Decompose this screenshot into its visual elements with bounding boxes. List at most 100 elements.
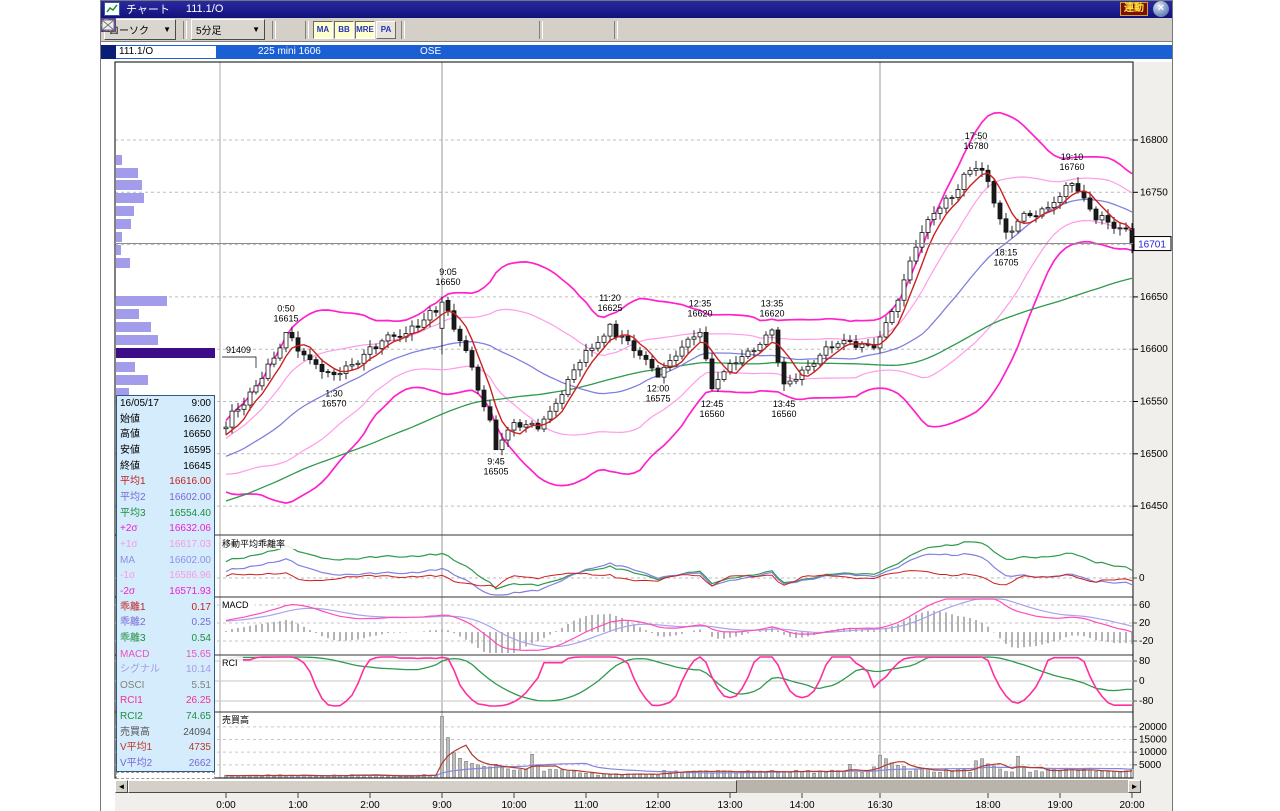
annotation-price: 16570 xyxy=(321,399,346,409)
toolbar-separator xyxy=(614,20,618,39)
time-axis-label: 12:00 xyxy=(645,800,670,811)
info-row: 安値 16595 xyxy=(117,443,214,459)
candle-yen-icon[interactable]: ¥ xyxy=(101,18,471,39)
annotation-time: 1:30 xyxy=(325,389,343,399)
info-row-value: 16632.06 xyxy=(169,523,211,535)
price-axis-label: 16650 xyxy=(1140,292,1168,303)
chart-backgrounds xyxy=(115,62,1172,811)
chart-type-dropdown[interactable]: ローソク ▼ xyxy=(104,19,176,40)
info-row-value: 4735 xyxy=(188,742,211,754)
info-row: -1σ 16586.96 xyxy=(117,568,214,584)
macd-panel-label: MACD xyxy=(222,600,249,610)
info-row-label: 乖離2 xyxy=(120,617,146,629)
info-row: 終値 16645 xyxy=(117,459,214,475)
info-row-value: 16645 xyxy=(183,460,211,472)
annotation-time: 11:20 xyxy=(599,293,621,303)
ma-indicator-button[interactable]: MA xyxy=(313,20,333,39)
bollinger-bands xyxy=(225,111,1133,504)
fast-ma-line xyxy=(225,172,1133,436)
annotation-time: 17:50 xyxy=(965,131,988,141)
linked-badge[interactable]: 連動 xyxy=(1120,2,1148,16)
time-axis-label: 16:30 xyxy=(867,800,892,811)
annotation-time: 12:45 xyxy=(701,399,724,409)
annotation-price: 16705 xyxy=(993,257,1018,267)
timeframe-dropdown[interactable]: 5分足 ▼ xyxy=(191,19,265,40)
mre-indicator-button[interactable]: MRE xyxy=(355,20,375,39)
info-row-value: 10.14 xyxy=(185,664,211,676)
close-button[interactable]: × xyxy=(1153,1,1169,17)
clear-drawing-icon[interactable] xyxy=(101,19,663,39)
info-row: +2σ 16632.06 xyxy=(117,521,214,537)
scroll-left-arrow[interactable]: ◄ xyxy=(115,780,128,793)
window-title-value: 111.1/O xyxy=(185,3,224,15)
instrument-code-box[interactable]: 111.1/O xyxy=(116,46,216,58)
instrument-bar: 111.1/O 225 mini 1606 OSE xyxy=(100,45,1172,59)
scroll-right-arrow[interactable]: ► xyxy=(1128,780,1141,793)
info-row: 高値 16650 xyxy=(117,427,214,443)
info-row-label: V平均1 xyxy=(120,742,153,754)
info-row: 始値 16620 xyxy=(117,412,214,428)
info-row-label: OSCI xyxy=(120,679,145,691)
info-row-label: 売買高 xyxy=(120,726,150,738)
info-row: RCI2 74.65 xyxy=(117,709,214,725)
info-row: 平均2 16602.00 xyxy=(117,490,214,506)
draw-pencil-icon[interactable] xyxy=(101,19,567,39)
indicator-axis-label: 10000 xyxy=(1139,747,1167,758)
volume-panel: 売買高 xyxy=(221,714,1134,778)
info-row-value: 5.51 xyxy=(191,679,211,691)
zoom-icon[interactable] xyxy=(101,19,492,39)
board-link-icon[interactable] xyxy=(101,19,300,39)
pa-indicator-button[interactable]: PA xyxy=(376,20,396,39)
price-axis-label: 16800 xyxy=(1140,135,1168,146)
toolbar-separator xyxy=(305,20,309,39)
price-axis-label: 16500 xyxy=(1140,449,1168,460)
info-panel-blank-row xyxy=(116,772,215,779)
indicator-axis-label: 15000 xyxy=(1139,735,1167,746)
info-row-label: -1σ xyxy=(120,570,136,582)
settings-gear-icon[interactable] xyxy=(101,19,642,39)
info-row-value: 16554.40 xyxy=(169,507,211,519)
toolbar-separator xyxy=(272,20,276,39)
time-axis-label: 19:00 xyxy=(1047,800,1072,811)
instrument-exchange: OSE xyxy=(420,46,442,57)
eraser-icon[interactable] xyxy=(102,20,609,39)
info-row-label: +1σ xyxy=(120,538,138,550)
horizontal-scrollbar-thumb[interactable] xyxy=(128,780,737,793)
annotation-time: 19:10 xyxy=(1061,152,1084,162)
info-row-label: 16/05/17 xyxy=(120,398,159,409)
time-axis-label: 14:00 xyxy=(789,800,814,811)
window-title: チャート xyxy=(126,4,170,16)
info-row-value: 15.65 xyxy=(185,648,211,660)
annotation-price: 16560 xyxy=(771,409,796,419)
select-cursor-icon[interactable] xyxy=(104,18,588,39)
candlesticks[interactable] xyxy=(223,160,1135,456)
instrument-bar-corner xyxy=(100,45,116,59)
info-row-value: 74.65 xyxy=(185,711,211,723)
bb-indicator-button[interactable]: BB xyxy=(334,20,354,39)
info-row-label: RCI2 xyxy=(120,711,143,723)
info-row-label: 平均1 xyxy=(120,476,146,488)
annotation-price: 16575 xyxy=(645,393,670,403)
line-chart-icon[interactable] xyxy=(100,18,429,39)
info-row-label: 安値 xyxy=(120,444,140,456)
macd-panel: MACD xyxy=(221,598,1133,653)
price-axis-label: 16600 xyxy=(1140,344,1168,355)
axes-chart-icon[interactable] xyxy=(102,19,450,39)
price-axis-label: 16450 xyxy=(1140,501,1168,512)
info-row-label: 高値 xyxy=(120,429,140,441)
info-row: 平均3 16554.40 xyxy=(117,506,214,522)
time-axis-label: 1:00 xyxy=(288,800,308,811)
info-row-value: 24094 xyxy=(183,726,211,738)
info-row-value: 16616.00 xyxy=(169,476,211,488)
info-row: V平均1 4735 xyxy=(117,740,214,756)
info-row-label: RCI1 xyxy=(120,695,143,707)
info-row-value: 2662 xyxy=(188,758,211,770)
app-chart-icon xyxy=(104,2,120,16)
indicator-axis-label: 5000 xyxy=(1139,760,1162,771)
info-row: OSCI 5.51 xyxy=(117,678,214,694)
grid-chart-icon[interactable] xyxy=(100,18,534,39)
stamp-icon[interactable] xyxy=(102,19,513,39)
